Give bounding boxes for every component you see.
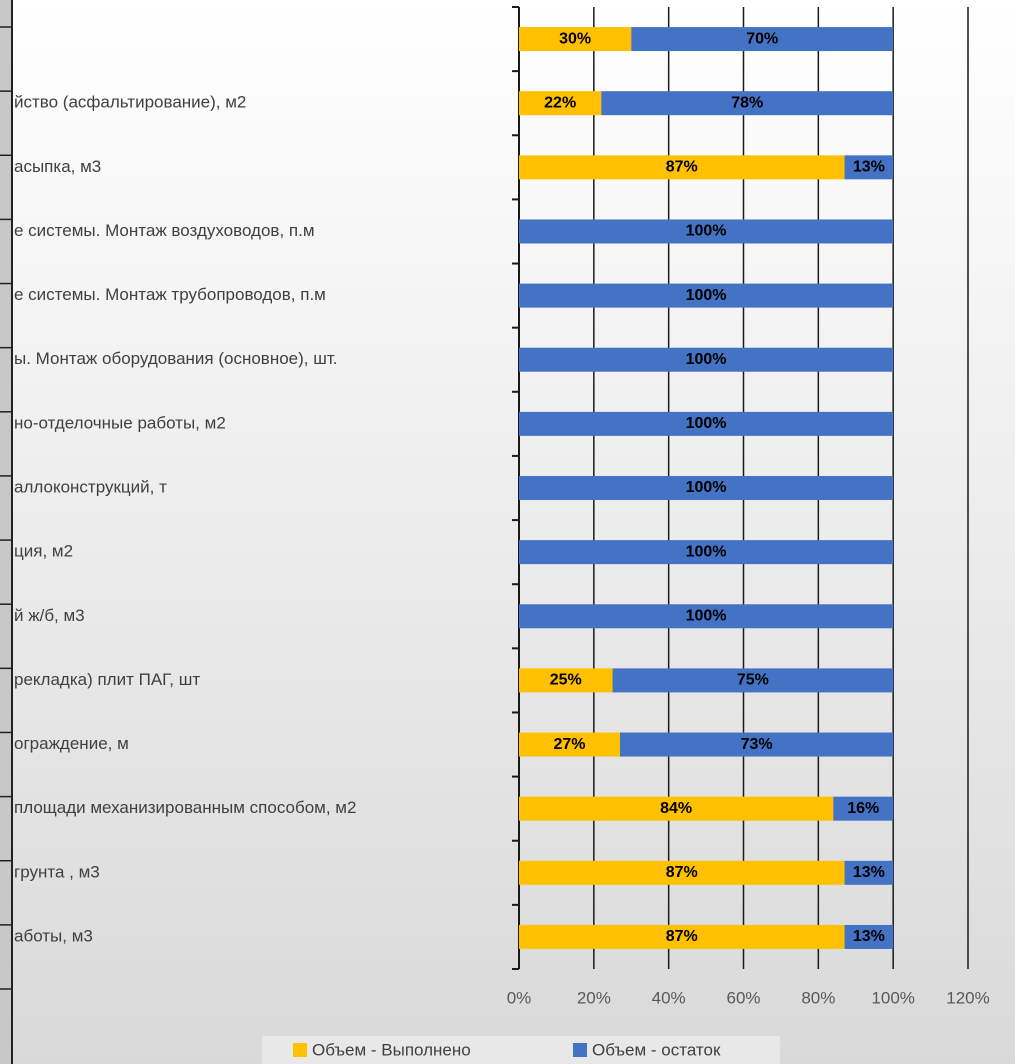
bar-segment [519,732,621,757]
value-label: 100% [686,543,727,560]
category-label: но-отделочные работы, м2 [14,413,226,432]
value-label: 70% [746,30,778,47]
value-label: 13% [853,864,885,881]
value-label: 100% [686,223,727,240]
bar-segment [519,283,894,308]
bar-segment [519,347,894,372]
category-label: аботы, м3 [14,926,93,945]
category-label: асыпка, м3 [14,157,101,176]
value-label: 78% [731,94,763,111]
bar-segment [620,732,894,757]
bar-segment [519,668,613,693]
category-label: ограждение, м [14,734,129,753]
bar-segment [519,540,894,565]
bar-segment [519,924,845,949]
x-tick-label: 0% [507,988,532,1007]
value-label: 13% [853,159,885,176]
side-strip [0,0,12,1064]
bar-segment [844,924,894,949]
x-tick-label: 60% [726,988,760,1007]
value-label: 22% [544,94,576,111]
bar-segment [631,27,894,52]
value-label: 100% [686,415,727,432]
x-tick-label: 120% [946,988,989,1007]
value-label: 100% [686,607,727,624]
value-label: 100% [686,479,727,496]
value-label: 87% [666,928,698,945]
legend-label: Объем - остаток [592,1040,721,1059]
category-label: аллоконструкций, т [14,477,167,496]
bar-segment [519,27,632,52]
legend-swatch [293,1043,307,1057]
category-label: грунта , м3 [14,862,100,881]
category-label: е системы. Монтаж воздуховодов, п.м [14,221,315,240]
x-tick-label: 80% [801,988,835,1007]
bar-segment [519,155,845,180]
bar-segment [519,219,894,244]
bar-segment [601,91,894,116]
bar-segment [519,411,894,436]
bar-segment [844,860,894,885]
value-label: 25% [550,672,582,689]
value-label: 75% [737,672,769,689]
category-label: ция, м2 [14,542,73,561]
bar-segment [519,604,894,629]
bar-segment [519,91,602,116]
x-tick-label: 20% [577,988,611,1007]
bar-segment [519,860,845,885]
bar-segment [612,668,894,693]
category-label: ы. Монтаж оборудования (основное), шт. [14,349,338,368]
legend-box [262,1036,780,1064]
value-label: 87% [666,864,698,881]
value-label: 16% [847,800,879,817]
category-label: рекладка) плит ПАГ, шт [14,670,200,689]
x-tick-label: 40% [652,988,686,1007]
value-label: 27% [553,736,585,753]
bar-segment [519,796,834,821]
value-label: 84% [660,800,692,817]
value-label: 100% [686,351,727,368]
category-label: е системы. Монтаж трубопроводов, п.м [14,285,326,304]
category-label: й ж/б, м3 [14,606,85,625]
value-label: 100% [686,287,727,304]
bar-segment [833,796,894,821]
category-label: йство (асфальтирование), м2 [14,93,246,112]
value-label: 13% [853,928,885,945]
x-tick-label: 100% [871,988,914,1007]
value-label: 73% [741,736,773,753]
value-label: 87% [666,159,698,176]
value-label: 30% [559,30,591,47]
legend-label: Объем - Выполнено [312,1040,471,1059]
legend-swatch [573,1043,587,1057]
bar-segment [519,476,894,500]
bar-segment [844,155,894,180]
category-label: площади механизированным способом, м2 [14,798,356,817]
